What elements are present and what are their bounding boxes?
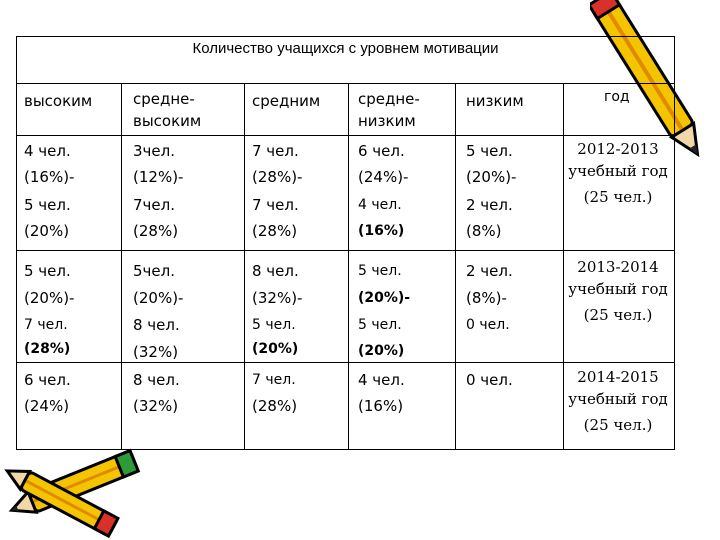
row2-high-line3: 7 чел.: [24, 317, 68, 333]
row2-year: 2013-2014 учебный год (25 чел.): [558, 256, 678, 326]
row2-year-count: (25 чел.): [583, 306, 653, 324]
row3-high-line1: 6 чел.: [24, 371, 71, 389]
row1-mid-line4: (28%): [252, 222, 298, 240]
row1-midlow-line4: (16%): [358, 223, 405, 239]
header-low: низким: [466, 92, 524, 110]
row1-midlow-line2: (24%)-: [358, 168, 409, 186]
row2-mid-line2: (32%)-: [252, 289, 303, 307]
row1-midhigh-line3: 7чел.: [133, 196, 175, 214]
col-divider: [348, 83, 349, 450]
row1-midhigh-line4: (28%): [133, 222, 179, 240]
row1-low-line2: (20%)-: [466, 168, 517, 186]
row2-midhigh-line3: 8 чел.: [133, 316, 180, 334]
col-divider: [244, 83, 245, 450]
row1-mid-line3: 7 чел.: [252, 196, 299, 214]
col-divider: [455, 83, 456, 450]
row2-midlow-line2: (20%)-: [358, 290, 411, 306]
row1-high-line3: 5 чел.: [24, 196, 71, 214]
row-divider: [16, 135, 675, 136]
row1-midlow-line3: 4 чел.: [358, 197, 402, 213]
row2-midhigh-line1: 5чел.: [133, 262, 175, 280]
row1-high-line2: (16%)-: [24, 168, 75, 186]
row2-midlow-line4: (20%): [358, 343, 405, 359]
pencils-icon: [4, 448, 141, 539]
row2-midlow-line3: 5 чел.: [358, 317, 402, 333]
row-divider: [16, 362, 675, 363]
row2-low-line1: 2 чел.: [466, 262, 513, 280]
row2-midhigh-line4: (32%): [133, 343, 179, 361]
row2-low-line2: (8%)-: [466, 289, 507, 307]
row-divider: [16, 250, 675, 251]
row1-year-label: 2012-2013 учебный год: [568, 140, 668, 180]
row-divider: [16, 83, 675, 84]
row2-midlow-line1: 5 чел.: [358, 263, 402, 279]
row1-year-count: (25 чел.): [583, 188, 653, 206]
row3-midlow-line1: 4 чел.: [358, 371, 405, 389]
row3-mid-line1: 7 чел.: [252, 372, 296, 388]
row2-low-line3: 0 чел.: [466, 317, 510, 333]
row1-high-line1: 4 чел.: [24, 142, 71, 160]
row2-mid-line4: (20%): [252, 341, 299, 357]
row3-midlow-line2: (16%): [358, 397, 404, 415]
row1-low-line4: (8%): [466, 222, 502, 240]
row1-midhigh-line1: 3чел.: [133, 142, 175, 160]
row1-midhigh-line2: (12%)-: [133, 168, 184, 186]
row2-midhigh-line2: (20%)-: [133, 289, 184, 307]
pencil-icon: [590, 0, 700, 158]
row3-year-label: 2014-2015 учебный год: [568, 368, 668, 408]
row1-low-line3: 2 чел.: [466, 196, 513, 214]
row2-year-label: 2013-2014 учебный год: [568, 258, 668, 298]
row3-midhigh-line1: 8 чел.: [133, 371, 180, 389]
row2-high-line4: (28%): [24, 341, 71, 357]
col-divider: [121, 83, 122, 450]
row2-high-line2: (20%)-: [24, 289, 75, 307]
row2-high-line1: 5 чел.: [24, 262, 71, 280]
header-high: высоким: [24, 92, 93, 110]
row3-year-count: (25 чел.): [583, 416, 653, 434]
row3-year: 2014-2015 учебный год (25 чел.): [558, 366, 678, 436]
col-divider: [563, 83, 564, 450]
row1-mid-line2: (28%)-: [252, 168, 303, 186]
table-title: Количество учащихся с уровнем мотивации: [192, 40, 499, 57]
motivation-table: [16, 36, 675, 450]
row1-low-line1: 5 чел.: [466, 142, 513, 160]
row1-year: 2012-2013 учебный год (25 чел.): [558, 138, 678, 208]
row3-low-line1: 0 чел.: [466, 371, 513, 389]
header-mid: средним: [252, 92, 321, 110]
row1-mid-line1: 7 чел.: [252, 142, 299, 160]
header-mid-low: средне- низким: [358, 90, 420, 130]
row3-high-line2: (24%): [24, 397, 70, 415]
header-year: год: [604, 89, 630, 105]
row3-midhigh-line2: (32%): [133, 397, 179, 415]
row1-midlow-line1: 6 чел.: [358, 142, 405, 160]
row1-high-line4: (20%): [24, 222, 70, 240]
row2-mid-line3: 5 чел.: [252, 317, 296, 333]
row3-mid-line2: (28%): [252, 397, 298, 415]
header-mid-high: средне- высоким: [133, 90, 202, 130]
row2-mid-line1: 8 чел.: [252, 262, 299, 280]
